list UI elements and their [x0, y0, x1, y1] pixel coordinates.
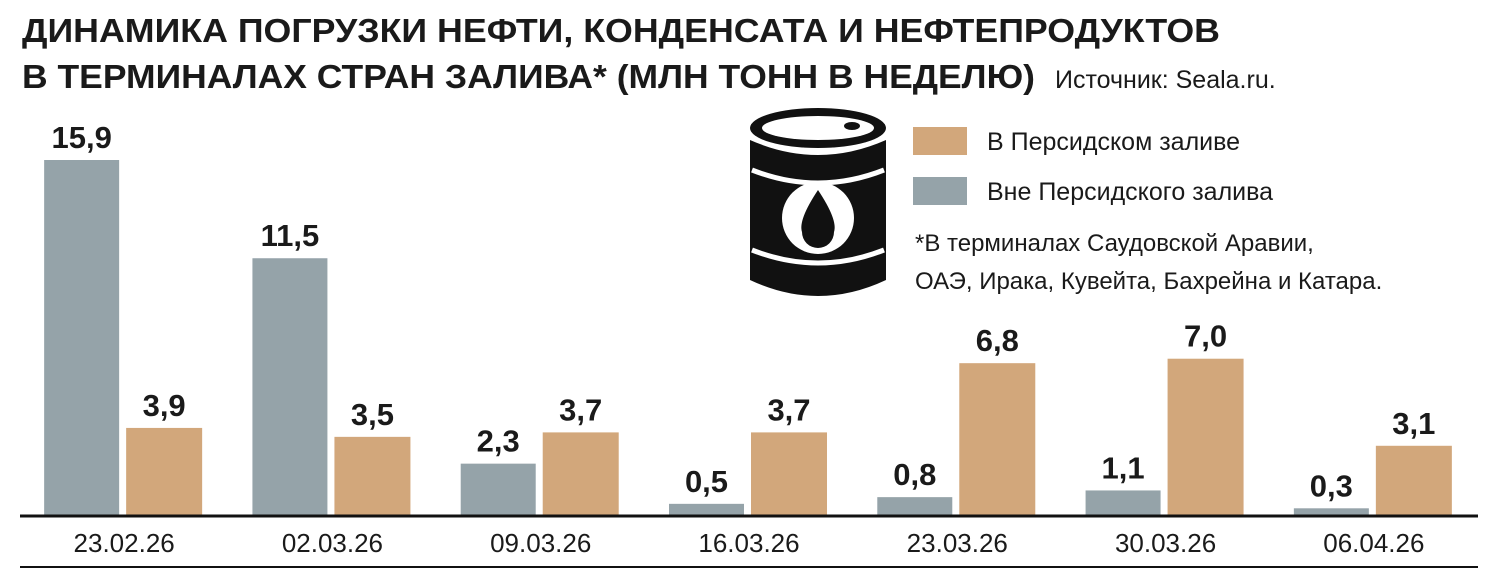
bar — [1167, 358, 1244, 515]
value-label: 11,5 — [261, 218, 320, 253]
x-tick-label: 23.03.26 — [907, 528, 1008, 558]
bar — [669, 503, 744, 515]
value-label: 3,9 — [143, 388, 186, 423]
value-label: 7,0 — [1184, 319, 1227, 354]
bar — [877, 497, 953, 515]
x-tick-label: 06.04.26 — [1323, 528, 1424, 558]
legend-label: Вне Персидского залива — [987, 178, 1273, 206]
value-label: 3,1 — [1392, 406, 1435, 441]
x-tick-label: 16.03.26 — [698, 528, 799, 558]
barrel-icon — [750, 108, 886, 296]
bar — [252, 258, 328, 515]
chart-title: ДИНАМИКА ПОГРУЗКИ НЕФТИ, КОНДЕНСАТА И НЕ… — [22, 12, 1220, 49]
legend-swatch — [913, 177, 967, 205]
value-label: 15,9 — [51, 120, 111, 155]
bar — [44, 160, 120, 515]
bar — [1085, 490, 1161, 515]
bar — [959, 363, 1036, 515]
note: *В терминалах Саудовской Аравии, — [915, 230, 1314, 257]
legend-swatch — [913, 127, 967, 155]
value-label: 6,8 — [976, 323, 1019, 358]
bar — [542, 432, 619, 515]
bar — [126, 427, 203, 515]
x-tick-label: 30.03.26 — [1115, 528, 1216, 558]
value-label: 3,7 — [767, 392, 810, 427]
source: Источник: Seala.ru. — [1055, 66, 1276, 94]
value-label: 0,3 — [1310, 468, 1353, 503]
x-tick-label: 09.03.26 — [490, 528, 591, 558]
value-label: 0,5 — [685, 464, 728, 499]
chart-title: В ТЕРМИНАЛАХ СТРАН ЗАЛИВА* (МЛН ТОНН В Н… — [22, 58, 1035, 95]
legend-label: В Персидском заливе — [987, 128, 1240, 156]
bar — [460, 463, 536, 515]
value-label: 3,5 — [351, 397, 394, 432]
bar — [1375, 445, 1452, 515]
bar — [334, 436, 411, 515]
note: ОАЭ, Ирака, Кувейта, Бахрейна и Катара. — [915, 268, 1382, 295]
x-tick-label: 23.02.26 — [74, 528, 175, 558]
value-label: 1,1 — [1102, 450, 1145, 485]
value-label: 3,7 — [559, 392, 602, 427]
bar — [1293, 508, 1369, 515]
value-label: 0,8 — [893, 457, 936, 492]
x-tick-label: 02.03.26 — [282, 528, 383, 558]
value-label: 2,3 — [477, 424, 520, 459]
bar — [751, 432, 827, 515]
